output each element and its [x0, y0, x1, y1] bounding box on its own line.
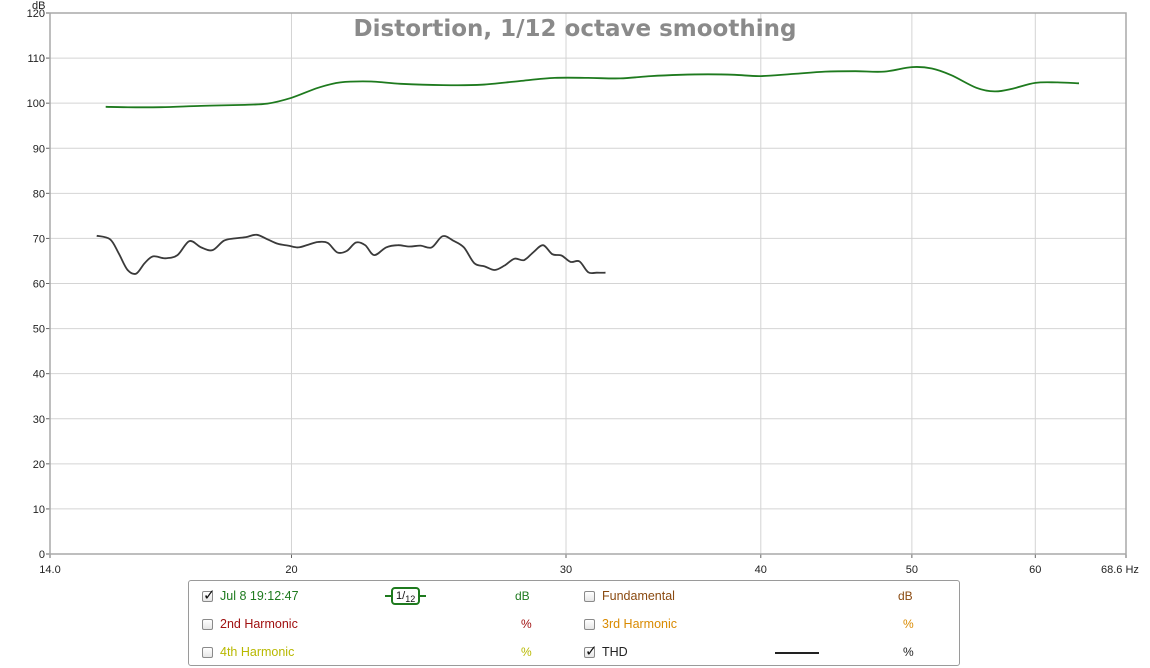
series-layer: [96, 66, 1080, 275]
harmonic4-checkbox[interactable]: [202, 646, 213, 658]
harmonic2-unit: %: [521, 617, 532, 631]
x-tick-labels: 14.0 20 30 40 50 60 68.6 Hz: [39, 564, 1139, 576]
legend-item-2nd-harmonic[interactable]: 2nd Harmonic: [202, 614, 298, 634]
legend-item-fundamental[interactable]: Fundamental: [584, 586, 675, 606]
y-tick-label: 80: [33, 188, 45, 200]
y-axis-unit-label: dB: [32, 0, 45, 12]
y-tick-label: 60: [33, 279, 45, 291]
y-tick-label: 120: [27, 8, 45, 20]
harmonic3-unit: %: [903, 617, 914, 631]
harmonic3-label: 3rd Harmonic: [602, 617, 678, 631]
legend-row-3: 4th Harmonic % THD %: [189, 642, 959, 662]
series-line-thd: [96, 233, 606, 275]
legend-row-2: 2nd Harmonic % 3rd Harmonic %: [189, 614, 959, 634]
legend-row-1: Jul 8 19:12:47 1/12 dB Fundamental dB: [189, 586, 959, 606]
thd-label: THD: [602, 645, 628, 659]
chart-title: Distortion, 1/12 octave smoothing: [354, 16, 797, 42]
legend-item-4th-harmonic[interactable]: 4th Harmonic: [202, 642, 294, 662]
harmonic3-checkbox[interactable]: [584, 618, 595, 630]
x-tick-label: 20: [285, 564, 297, 576]
x-tick-label: 14.0: [39, 564, 60, 576]
distortion-chart: dB 0 10 20 30 40 50 60 70 80 90 100 110 120 14.0 20 30…: [27, 0, 1139, 576]
grid: [46, 12, 1127, 558]
legend-item-thd[interactable]: THD: [584, 642, 628, 662]
x-tick-label: 60: [1029, 564, 1041, 576]
smoothing-denominator: 12: [405, 594, 416, 604]
y-tick-label: 100: [27, 98, 45, 110]
x-tick-label: 68.6 Hz: [1101, 564, 1139, 576]
legend-panel: Jul 8 19:12:47 1/12 dB Fundamental dB 2n…: [188, 580, 960, 666]
y-tick-label: 20: [33, 459, 45, 471]
plot-frame: [49, 12, 1127, 555]
measurement-unit: dB: [515, 589, 530, 603]
y-tick-label: 0: [39, 549, 45, 561]
y-tick-label: 90: [33, 143, 45, 155]
thd-unit: %: [903, 645, 914, 659]
legend-item-3rd-harmonic[interactable]: 3rd Harmonic: [584, 614, 677, 634]
fundamental-unit: dB: [898, 589, 913, 603]
harmonic2-checkbox[interactable]: [202, 618, 213, 630]
harmonic4-label: 4th Harmonic: [220, 645, 295, 659]
y-tick-label: 40: [33, 369, 45, 381]
series-line-measurement: [105, 66, 1080, 109]
thd-checkbox[interactable]: [584, 642, 598, 660]
legend-item-measurement[interactable]: Jul 8 19:12:47: [202, 586, 299, 606]
x-tick-label: 40: [755, 564, 767, 576]
x-tick-label: 30: [560, 564, 572, 576]
y-tick-label: 10: [33, 504, 45, 516]
y-tick-label: 110: [27, 53, 45, 65]
harmonic4-unit: %: [521, 645, 532, 659]
measurement-checkbox[interactable]: [202, 586, 216, 604]
measurement-label: Jul 8 19:12:47: [220, 589, 299, 603]
y-tick-label: 50: [33, 324, 45, 336]
y-tick-label: 70: [33, 233, 45, 245]
smoothing-badge[interactable]: 1/12: [385, 587, 427, 605]
y-tick-labels: 0 10 20 30 40 50 60 70 80 90 100 110 120: [27, 8, 45, 561]
y-tick-label: 30: [33, 414, 45, 426]
thd-line-swatch: [775, 652, 819, 654]
fundamental-label: Fundamental: [602, 589, 675, 603]
harmonic2-label: 2nd Harmonic: [220, 617, 298, 631]
fundamental-checkbox[interactable]: [584, 590, 595, 602]
x-tick-label: 50: [906, 564, 918, 576]
smoothing-numerator: 1: [396, 590, 403, 602]
